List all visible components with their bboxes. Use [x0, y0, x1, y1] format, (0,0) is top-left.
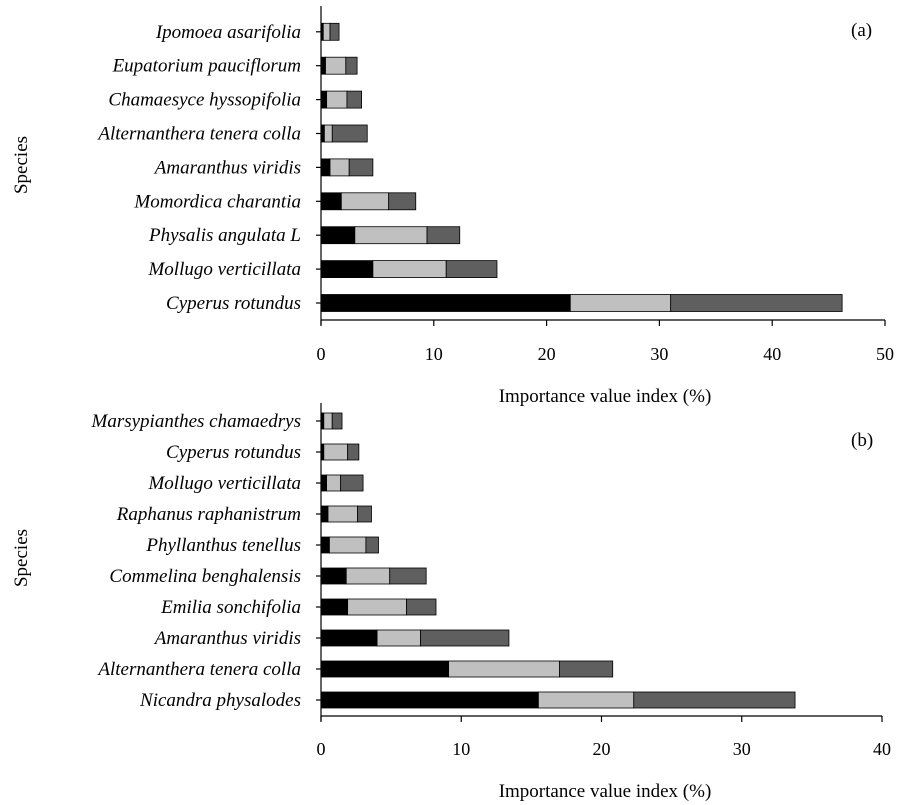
panel-b-bar-segment-2: [323, 443, 349, 461]
panel-a-category-label: Alternanthera tenera colla: [96, 124, 301, 145]
panel-a-chart: (a) Importance value index (%) Species 0…: [11, 6, 894, 407]
panel-a-category-label: Chamaesyce hyssopifolia: [108, 90, 301, 111]
panel-b-bar-segment-2: [326, 474, 342, 492]
panel-b-bar-segment-1: [320, 691, 539, 709]
panel-a-bar-segment-3: [670, 294, 843, 312]
panel-b-bar-segment-1: [320, 567, 347, 585]
panel-a-bar-segment-3: [348, 158, 374, 177]
panel-a-x-tick-label: 40: [763, 344, 781, 364]
panel-b-bar-segment-3: [559, 660, 614, 678]
panel-a-y-axis-title: Species: [11, 136, 32, 194]
panel-b-bar-segment-1: [320, 412, 325, 430]
panel-b-bar-segment-1: [320, 598, 349, 616]
panel-b-bar-segment-3: [633, 691, 796, 709]
panel-a-bar-segment-3: [426, 226, 461, 245]
panel-a-category-label: Eupatorium pauciflorum: [112, 56, 301, 77]
panel-b-category-label: Raphanus raphanistrum: [116, 504, 301, 525]
panel-a-category-label: Mollugo verticillata: [147, 259, 301, 280]
panel-b-bar-segment-3: [389, 567, 427, 585]
panel-a-x-axis-title: Importance value index (%): [499, 386, 712, 407]
panel-b-bar-segment-2: [347, 598, 407, 616]
panel-a-bar-segment-1: [320, 56, 326, 75]
panel-a-bar-segment-1: [320, 226, 356, 245]
panel-b-category-label: Cyperus rotundus: [166, 442, 301, 463]
panel-b-x-axis-title: Importance value index (%): [499, 781, 712, 802]
panel-a-x-tick-label: 50: [876, 344, 894, 364]
panel-b-bar-segment-3: [340, 474, 364, 492]
panel-a-bar-segment-2: [323, 124, 333, 143]
panel-b-bar-segment-2: [323, 412, 333, 430]
panel-a-bar-segment-3: [346, 90, 363, 109]
panel-b-category-label: Marsypianthes chamaedrys: [91, 411, 302, 432]
panel-a-bar-segment-1: [320, 158, 331, 177]
panel-b-bar-segment-3: [420, 629, 510, 647]
panel-a-bar-segment-2: [354, 226, 428, 245]
panel-b-chart: (b) Importance value index (%) Species 0…: [11, 403, 891, 802]
panel-b-bar-segment-2: [537, 691, 635, 709]
panel-b-bar-segment-1: [320, 443, 325, 461]
panel-b-category-label: Nicandra physalodes: [139, 690, 301, 711]
panel-a-bar-segment-3: [388, 192, 417, 211]
panel-a-bar-segment-2: [340, 192, 390, 211]
panel-a-tag: (a): [851, 20, 872, 41]
panel-b-category-label: Mollugo verticillata: [147, 473, 301, 494]
panel-b-category-label: Amaranthus viridis: [153, 628, 301, 649]
panel-a-category-label: Physalis angulata L: [148, 225, 301, 246]
panel-a-x-tick-label: 0: [317, 344, 326, 364]
panel-b-category-label: Commelina benghalensis: [109, 566, 301, 587]
panel-a-bar-segment-3: [445, 260, 498, 279]
panel-b-x-tick-label: 40: [873, 739, 891, 759]
panel-a-x-tick-label: 30: [650, 344, 668, 364]
panel-a-category-label: Amaranthus viridis: [153, 157, 301, 178]
panel-b-x-tick-label: 30: [733, 739, 751, 759]
panel-b-bar-segment-1: [320, 629, 378, 647]
panel-a-bar-segment-3: [345, 56, 358, 75]
panel-a-bar-segment-2: [569, 294, 672, 312]
panel-a-bar-segment-1: [320, 260, 374, 279]
panel-a-bar-segment-2: [329, 158, 350, 177]
panel-b-bar-segment-3: [365, 536, 379, 554]
panel-a-bar-segment-1: [320, 294, 571, 312]
panel-b-bar-segment-2: [329, 536, 367, 554]
panel-a-bar-segment-1: [320, 192, 342, 211]
panel-b-bar-segment-1: [320, 505, 329, 523]
panel-b-bar-segment-3: [357, 505, 372, 523]
panel-a-x-tick-label: 20: [538, 344, 556, 364]
panel-a-category-label: Cyperus rotundus: [166, 293, 301, 314]
panel-b-bar-segment-2: [376, 629, 421, 647]
panel-b-tag: (b): [851, 430, 873, 451]
panel-b-bar-segment-1: [320, 536, 330, 554]
panel-a-x-tick-label: 10: [425, 344, 443, 364]
panel-b-x-tick-label: 20: [593, 739, 611, 759]
panel-b-bar-segment-1: [320, 474, 328, 492]
panel-a-category-label: Ipomoea asarifolia: [155, 22, 301, 43]
panel-b-x-tick-label: 10: [452, 739, 470, 759]
panel-b-bar-segment-2: [448, 660, 560, 678]
panel-a-bar-segment-1: [320, 90, 328, 109]
panel-b-bar-segment-3: [347, 443, 360, 461]
panel-b-bar-segment-1: [320, 660, 450, 678]
panel-b-category-label: Emilia sonchifolia: [160, 597, 301, 618]
panel-b-category-label: Alternanthera tenera colla: [96, 659, 301, 680]
panel-a-bar-segment-2: [326, 90, 348, 109]
panel-a-bar-segment-3: [329, 22, 340, 41]
panel-b-y-axis-title: Species: [11, 529, 32, 587]
panel-a-category-label: Momordica charantia: [133, 191, 301, 212]
panel-a-bar-segment-2: [325, 56, 347, 75]
panel-b-bar-segment-3: [331, 412, 343, 430]
panel-b-bar-segment-2: [327, 505, 358, 523]
panel-b-x-tick-label: 0: [317, 739, 326, 759]
panel-a-bar-segment-1: [320, 124, 325, 143]
panel-b-category-label: Phyllanthus tenellus: [145, 535, 301, 556]
panel-b-bar-segment-3: [406, 598, 437, 616]
panel-b-bar-segment-2: [345, 567, 391, 585]
panel-a-bar-segment-3: [331, 124, 368, 143]
panel-a-bar-segment-2: [322, 22, 331, 41]
panel-a-bar-segment-2: [372, 260, 447, 279]
